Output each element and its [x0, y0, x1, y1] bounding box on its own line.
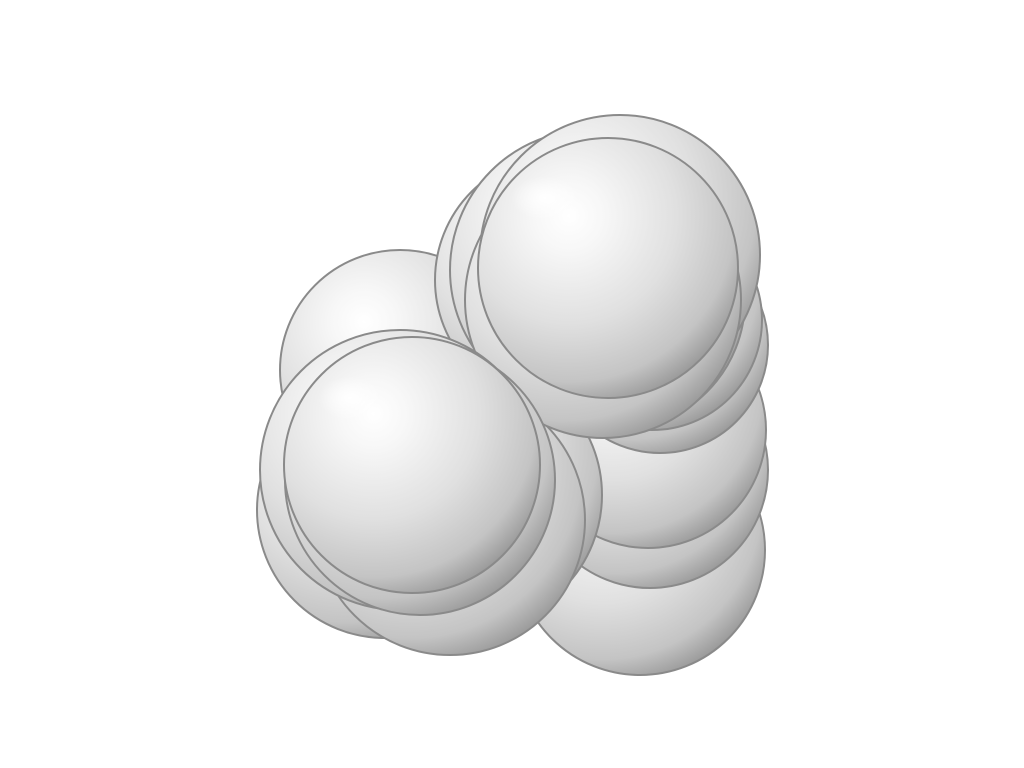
specular-highlight [511, 176, 579, 220]
atom-sphere [477, 137, 739, 399]
atom-sphere [283, 336, 541, 594]
specular-highlight [318, 376, 382, 420]
atoms-group [256, 114, 769, 676]
